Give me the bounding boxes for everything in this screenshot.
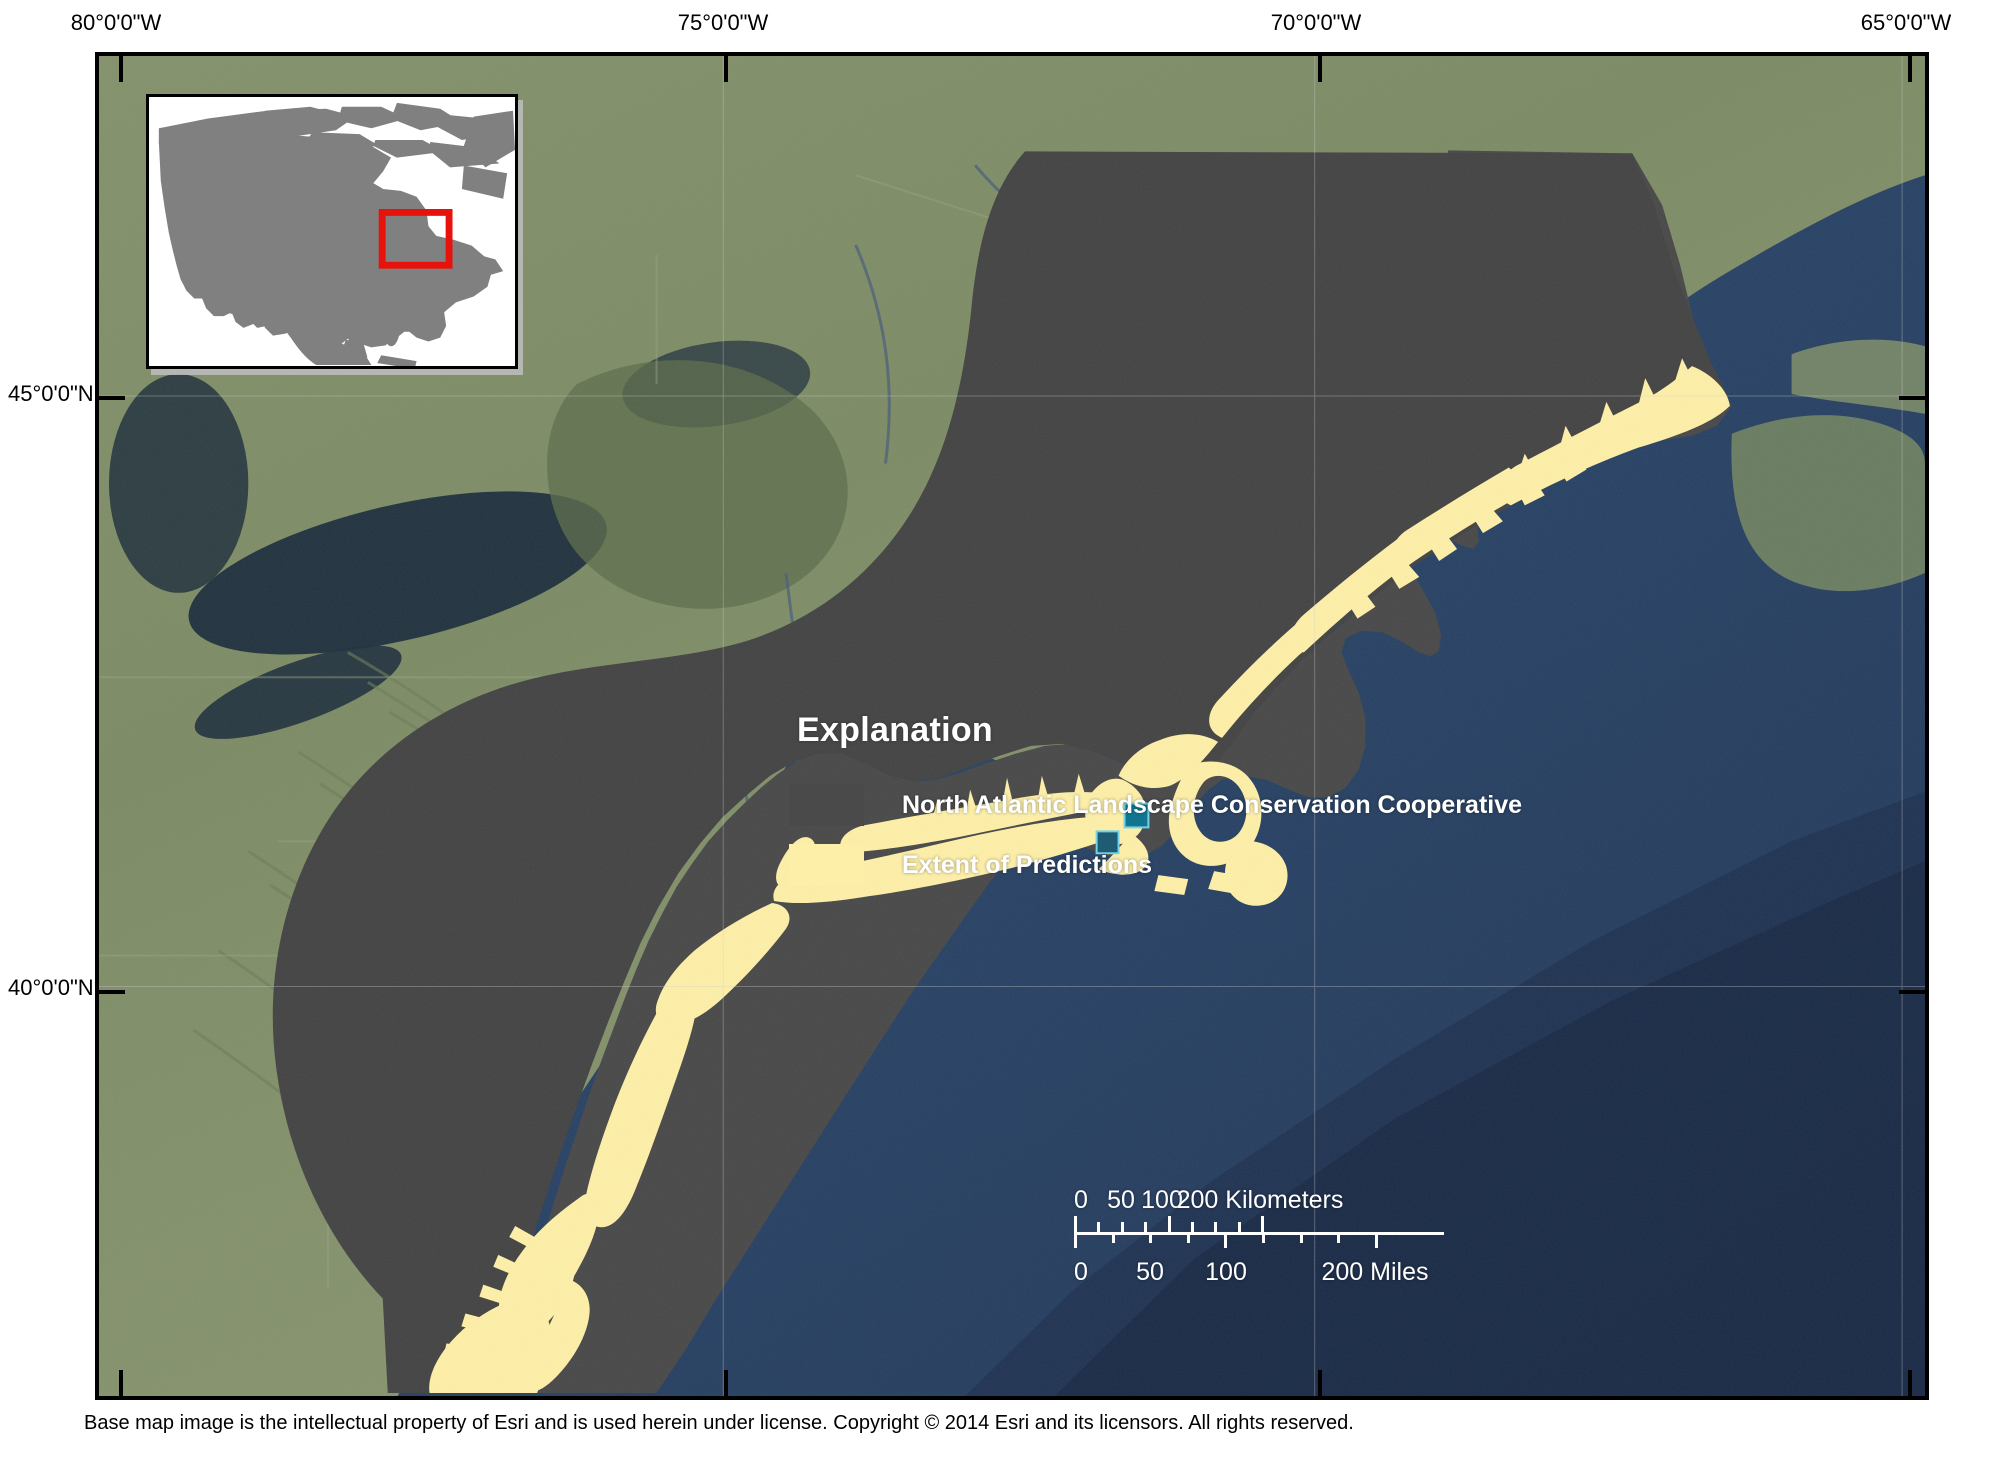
scalebar-mi-200-label: 200 Miles	[1321, 1258, 1429, 1286]
scalebar-km-50: 50	[1107, 1186, 1135, 1214]
graticule-tick-left-40n	[99, 990, 125, 994]
scalebar-km-0: 0	[1074, 1186, 1088, 1214]
scalebar-km-tick-125	[1191, 1222, 1194, 1233]
legend-item-nalcc: North Atlantic Landscape Conservation Co…	[789, 784, 1522, 826]
scalebar-mi-tick-200	[1375, 1232, 1378, 1248]
legend-swatch-nalcc	[789, 784, 864, 826]
legend-label-extent: Extent of Predictions	[902, 850, 1153, 879]
scalebar-km-tick-50	[1121, 1222, 1124, 1233]
scalebar-km-tick-75	[1144, 1222, 1147, 1233]
graticule-tick-top-75w	[724, 56, 728, 82]
scalebar-km-tick-200	[1261, 1216, 1264, 1233]
map-basemap	[99, 56, 1925, 1396]
scalebar-mi-tick-75	[1187, 1232, 1190, 1243]
longitude-label-70w: 70°0'0"W	[1270, 10, 1362, 35]
map-legend: Explanation North Atlantic Landscape Con…	[789, 711, 1522, 904]
inset-north-america-svg	[149, 97, 515, 366]
scale-bar: 0 50 100 200 Kilometers	[1074, 1186, 1444, 1288]
graticule-tick-left-45n	[99, 396, 125, 400]
graticule-tick-bottom-80w	[119, 1370, 123, 1396]
graticule-tick-right-40n	[1899, 990, 1925, 994]
scalebar-mi-tick-25	[1112, 1232, 1115, 1243]
legend-title: Explanation	[797, 711, 993, 749]
scalebar-mi-tick-125	[1262, 1232, 1265, 1243]
scalebar-km-200-label: 200 Kilometers	[1176, 1186, 1344, 1214]
inset-locator-map[interactable]	[146, 94, 518, 369]
longitude-label-80w: 80°0'0"W	[70, 10, 162, 35]
legend-item-extent: Extent of Predictions	[789, 844, 1522, 886]
legend-swatch-extent	[789, 844, 864, 886]
scalebar-mi-tick-150	[1300, 1232, 1303, 1243]
graticule-tick-right-45n	[1899, 396, 1925, 400]
scalebar-km-100: 100	[1141, 1186, 1183, 1214]
scalebar-mi-0: 0	[1074, 1258, 1088, 1286]
scalebar-km-tick-150	[1214, 1222, 1217, 1233]
scalebar-axis	[1074, 1216, 1444, 1252]
graticule-tick-bottom-65w	[1908, 1370, 1912, 1396]
scalebar-km-tick-25	[1097, 1222, 1100, 1233]
inset-extent-highlight-box	[378, 209, 453, 269]
legend-label-nalcc: North Atlantic Landscape Conservation Co…	[902, 790, 1523, 819]
scalebar-mi-numbers: 0 50 100 200 Miles	[1074, 1258, 1444, 1288]
scalebar-km-tick-100	[1168, 1216, 1171, 1233]
scalebar-mi-50: 50	[1136, 1258, 1164, 1286]
basemap-credit: Base map image is the intellectual prope…	[84, 1412, 1354, 1434]
scalebar-mi-tick-0	[1074, 1232, 1077, 1248]
graticule-tick-top-80w	[119, 56, 123, 82]
longitude-label-65w: 65°0'0"W	[1860, 10, 1952, 35]
map-viewport[interactable]: Explanation North Atlantic Landscape Con…	[95, 52, 1929, 1400]
longitude-label-75w: 75°0'0"W	[677, 10, 769, 35]
scalebar-baseline	[1074, 1232, 1444, 1235]
scalebar-mi-tick-175	[1337, 1232, 1340, 1243]
graticule-tick-bottom-75w	[724, 1370, 728, 1396]
graticule-tick-top-65w	[1908, 56, 1912, 82]
graticule-tick-bottom-70w	[1318, 1370, 1322, 1396]
scalebar-km-numbers: 0 50 100 200 Kilometers	[1074, 1186, 1444, 1216]
latitude-label-40n: 40°0'0"N	[8, 975, 94, 1000]
scalebar-mi-tick-50	[1149, 1232, 1152, 1243]
graticule-tick-top-70w	[1318, 56, 1322, 82]
latitude-label-45n: 45°0'0"N	[8, 381, 94, 406]
scalebar-mi-100: 100	[1205, 1258, 1247, 1286]
scalebar-mi-tick-100	[1224, 1232, 1227, 1248]
scalebar-km-tick-175	[1238, 1222, 1241, 1233]
